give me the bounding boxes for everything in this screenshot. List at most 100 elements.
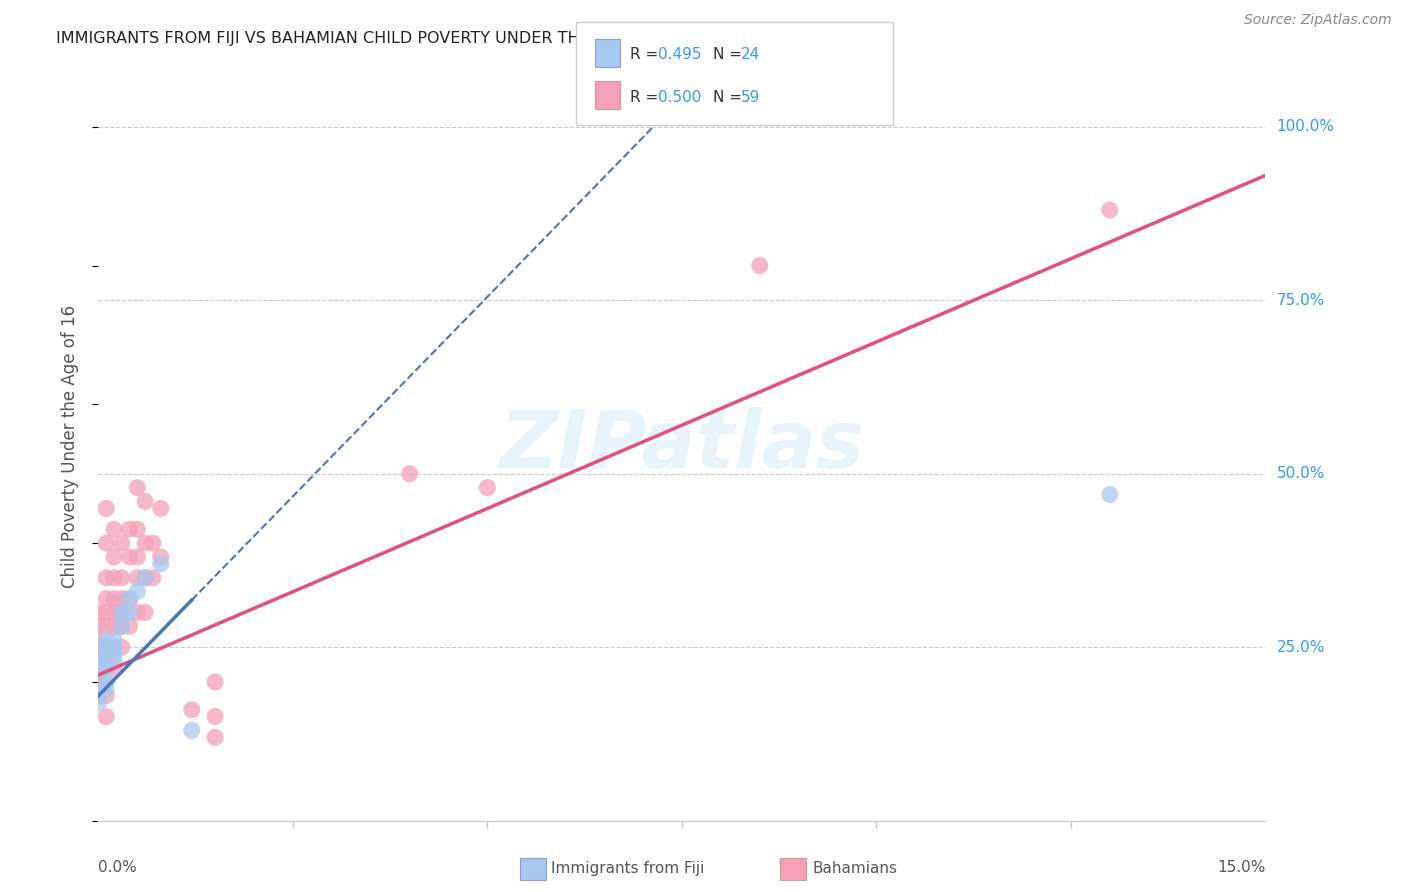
Point <box>96 591 118 606</box>
Point <box>134 536 156 550</box>
Point <box>127 571 149 585</box>
Point <box>96 633 118 648</box>
Point <box>96 606 118 620</box>
Point <box>103 640 125 655</box>
Point <box>118 606 141 620</box>
Point <box>96 647 118 661</box>
Text: Source: ZipAtlas.com: Source: ZipAtlas.com <box>1244 13 1392 28</box>
Point <box>180 703 202 717</box>
Text: ZIPatlas: ZIPatlas <box>499 407 865 485</box>
Point <box>748 259 770 273</box>
Text: 59: 59 <box>741 89 761 104</box>
Point <box>134 571 156 585</box>
Point <box>127 584 149 599</box>
Point <box>477 481 499 495</box>
Text: 25.0%: 25.0% <box>1277 640 1324 655</box>
Point <box>96 661 118 675</box>
Text: R =: R = <box>630 89 664 104</box>
Point <box>87 647 110 661</box>
Text: 15.0%: 15.0% <box>1218 860 1265 874</box>
Point <box>134 494 156 508</box>
Y-axis label: Child Poverty Under the Age of 16: Child Poverty Under the Age of 16 <box>60 304 79 588</box>
Point <box>180 723 202 738</box>
Point <box>111 591 134 606</box>
Text: 100.0%: 100.0% <box>1277 120 1334 135</box>
Point <box>149 557 172 571</box>
Text: 75.0%: 75.0% <box>1277 293 1324 308</box>
Text: N =: N = <box>713 89 747 104</box>
Point <box>142 571 165 585</box>
Text: 0.495: 0.495 <box>658 47 702 62</box>
Text: IMMIGRANTS FROM FIJI VS BAHAMIAN CHILD POVERTY UNDER THE AGE OF 16 CORRELATION C: IMMIGRANTS FROM FIJI VS BAHAMIAN CHILD P… <box>56 31 859 46</box>
Point <box>204 674 226 689</box>
Point <box>398 467 420 481</box>
Point <box>96 709 118 723</box>
Point <box>96 674 118 689</box>
Point <box>96 661 118 675</box>
Point <box>96 640 118 655</box>
Point <box>118 522 141 536</box>
Point <box>103 633 125 648</box>
Point <box>149 501 172 516</box>
Point <box>103 591 125 606</box>
Point <box>103 647 125 661</box>
Point <box>87 619 110 633</box>
Point <box>1098 487 1121 501</box>
Point <box>111 619 134 633</box>
Point <box>134 606 156 620</box>
Point <box>96 681 118 696</box>
Point <box>87 689 110 703</box>
Point <box>96 571 118 585</box>
Point <box>96 689 118 703</box>
Text: 24: 24 <box>741 47 761 62</box>
Point <box>142 536 165 550</box>
Point <box>204 709 226 723</box>
Point <box>103 522 125 536</box>
Point <box>127 606 149 620</box>
Point <box>103 640 125 655</box>
Text: Immigrants from Fiji: Immigrants from Fiji <box>551 862 704 876</box>
Point <box>96 536 118 550</box>
Point <box>96 674 118 689</box>
Point <box>87 661 110 675</box>
Point <box>87 640 110 655</box>
Point <box>103 661 125 675</box>
Point <box>96 647 118 661</box>
Point <box>118 549 141 564</box>
Text: N =: N = <box>713 47 747 62</box>
Text: 0.0%: 0.0% <box>98 860 138 874</box>
Point <box>96 661 118 675</box>
Point <box>87 633 110 648</box>
Point <box>111 536 134 550</box>
Point <box>1098 203 1121 218</box>
Point <box>103 654 125 668</box>
Point <box>134 571 156 585</box>
Point <box>127 522 149 536</box>
Point <box>103 619 125 633</box>
Point <box>111 640 134 655</box>
Text: 0.500: 0.500 <box>658 89 702 104</box>
Point <box>118 591 141 606</box>
Point <box>96 640 118 655</box>
Point <box>96 501 118 516</box>
Point <box>118 591 141 606</box>
Point <box>204 731 226 745</box>
Point <box>87 606 110 620</box>
Point <box>111 606 134 620</box>
Point <box>103 606 125 620</box>
Point <box>87 689 110 703</box>
Point <box>96 640 118 655</box>
Point <box>103 571 125 585</box>
Point <box>87 696 110 710</box>
Point <box>127 549 149 564</box>
Point <box>111 571 134 585</box>
Point <box>96 619 118 633</box>
Point <box>103 549 125 564</box>
Point <box>96 654 118 668</box>
Point <box>127 481 149 495</box>
Text: R =: R = <box>630 47 664 62</box>
Point <box>111 619 134 633</box>
Point <box>118 619 141 633</box>
Text: Bahamians: Bahamians <box>813 862 897 876</box>
Point <box>111 606 134 620</box>
